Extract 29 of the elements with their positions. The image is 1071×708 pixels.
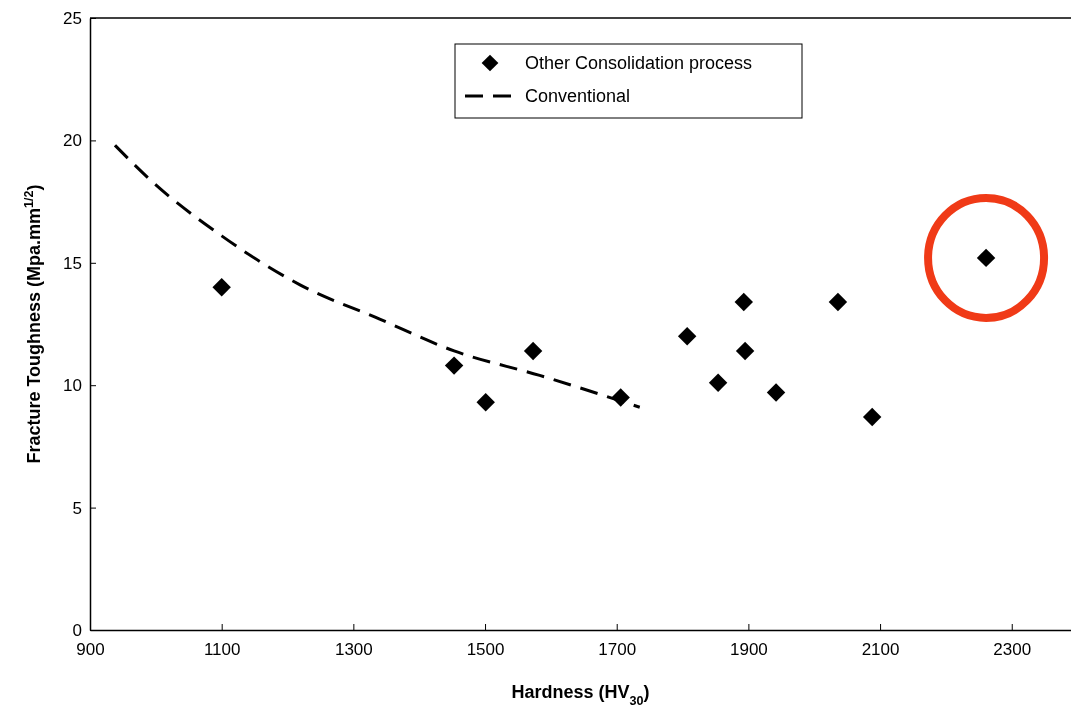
legend-label: Other Consolidation process [525, 53, 753, 73]
x-tick-label: 2100 [861, 640, 900, 660]
line-series [113, 143, 642, 409]
y-tick-label: 20 [62, 131, 82, 151]
point [523, 341, 543, 361]
point [708, 373, 728, 392]
point [444, 356, 464, 375]
y-tick-label: 10 [62, 376, 82, 396]
x-tick-label: 2300 [993, 640, 1032, 660]
x-tick-label: 900 [76, 640, 105, 660]
point [766, 383, 786, 402]
point [735, 341, 755, 361]
y-tick-label: 15 [62, 253, 82, 273]
point [677, 327, 697, 346]
point [212, 278, 231, 297]
point [476, 393, 495, 412]
x-axis-title: Hardness (HV$_{30}$) [511, 682, 650, 708]
x-tick-label: 1700 [598, 640, 637, 660]
x-tick-label: 1900 [729, 640, 768, 660]
y-tick-label: 5 [72, 498, 82, 518]
x-tick-label: 1300 [334, 640, 373, 660]
y-tick-label: 0 [72, 620, 82, 640]
point [828, 292, 848, 312]
point [862, 407, 882, 427]
x-tick-label: 1100 [203, 640, 241, 660]
y-tick-label: 25 [62, 8, 82, 28]
point [734, 292, 753, 312]
legend-label: Conventional [525, 86, 631, 106]
x-tick-label: 1500 [466, 640, 505, 660]
